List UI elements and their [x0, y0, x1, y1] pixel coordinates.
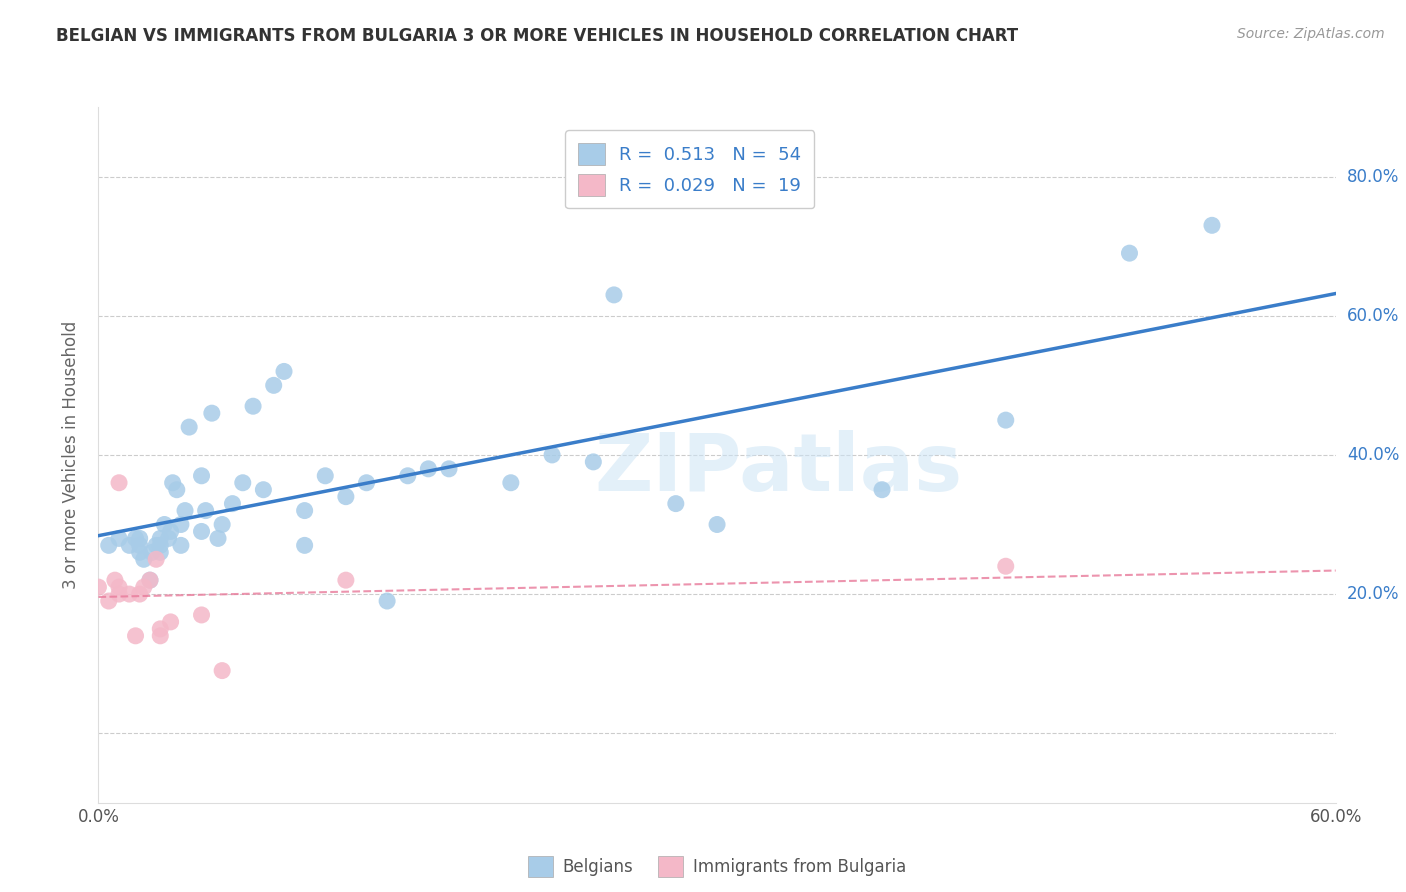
- Point: [124, 629, 146, 643]
- Point: [294, 503, 316, 517]
- Point: [170, 538, 193, 552]
- Point: [132, 552, 155, 566]
- Point: [263, 378, 285, 392]
- Point: [132, 580, 155, 594]
- Point: [149, 622, 172, 636]
- Point: [153, 517, 176, 532]
- Point: [190, 607, 212, 622]
- Point: [221, 497, 243, 511]
- Point: [356, 475, 378, 490]
- Point: [314, 468, 336, 483]
- Point: [159, 615, 181, 629]
- Point: [139, 573, 162, 587]
- Point: [396, 468, 419, 483]
- Point: [582, 455, 605, 469]
- Point: [335, 490, 357, 504]
- Point: [157, 532, 180, 546]
- Point: [149, 532, 172, 546]
- Point: [190, 524, 212, 539]
- Point: [541, 448, 564, 462]
- Point: [87, 580, 110, 594]
- Point: [201, 406, 224, 420]
- Text: 40.0%: 40.0%: [1347, 446, 1399, 464]
- Point: [97, 538, 120, 552]
- Text: 20.0%: 20.0%: [1347, 585, 1399, 603]
- Point: [128, 587, 150, 601]
- Point: [294, 538, 316, 552]
- Point: [603, 288, 626, 302]
- Text: Source: ZipAtlas.com: Source: ZipAtlas.com: [1237, 27, 1385, 41]
- Point: [335, 573, 357, 587]
- Point: [1201, 219, 1223, 233]
- Point: [104, 573, 127, 587]
- Text: 60.0%: 60.0%: [1347, 307, 1399, 325]
- Point: [97, 594, 120, 608]
- Point: [145, 538, 167, 552]
- Point: [128, 538, 150, 552]
- Point: [149, 538, 172, 552]
- Point: [1118, 246, 1140, 260]
- Point: [108, 587, 131, 601]
- Text: BELGIAN VS IMMIGRANTS FROM BULGARIA 3 OR MORE VEHICLES IN HOUSEHOLD CORRELATION : BELGIAN VS IMMIGRANTS FROM BULGARIA 3 OR…: [56, 27, 1018, 45]
- Point: [375, 594, 398, 608]
- Point: [141, 545, 163, 559]
- Point: [118, 538, 141, 552]
- Point: [870, 483, 893, 497]
- Point: [437, 462, 460, 476]
- Point: [706, 517, 728, 532]
- Point: [499, 475, 522, 490]
- Point: [174, 503, 197, 517]
- Point: [211, 664, 233, 678]
- Point: [994, 559, 1017, 574]
- Point: [252, 483, 274, 497]
- Point: [418, 462, 440, 476]
- Point: [665, 497, 688, 511]
- Point: [170, 517, 193, 532]
- Point: [139, 573, 162, 587]
- Point: [108, 580, 131, 594]
- Point: [149, 629, 172, 643]
- Legend: Belgians, Immigrants from Bulgaria: Belgians, Immigrants from Bulgaria: [519, 848, 915, 885]
- Point: [108, 475, 131, 490]
- Point: [162, 475, 184, 490]
- Point: [179, 420, 201, 434]
- Point: [128, 532, 150, 546]
- Point: [149, 545, 172, 559]
- Point: [211, 517, 233, 532]
- Point: [118, 587, 141, 601]
- Point: [124, 532, 146, 546]
- Point: [242, 399, 264, 413]
- Point: [128, 545, 150, 559]
- Point: [994, 413, 1017, 427]
- Text: 80.0%: 80.0%: [1347, 168, 1399, 186]
- Point: [232, 475, 254, 490]
- Point: [207, 532, 229, 546]
- Point: [194, 503, 217, 517]
- Point: [166, 483, 188, 497]
- Point: [273, 364, 295, 378]
- Point: [108, 532, 131, 546]
- Y-axis label: 3 or more Vehicles in Household: 3 or more Vehicles in Household: [62, 321, 80, 589]
- Point: [145, 552, 167, 566]
- Point: [159, 524, 181, 539]
- Point: [190, 468, 212, 483]
- Text: ZIPatlas: ZIPatlas: [595, 430, 963, 508]
